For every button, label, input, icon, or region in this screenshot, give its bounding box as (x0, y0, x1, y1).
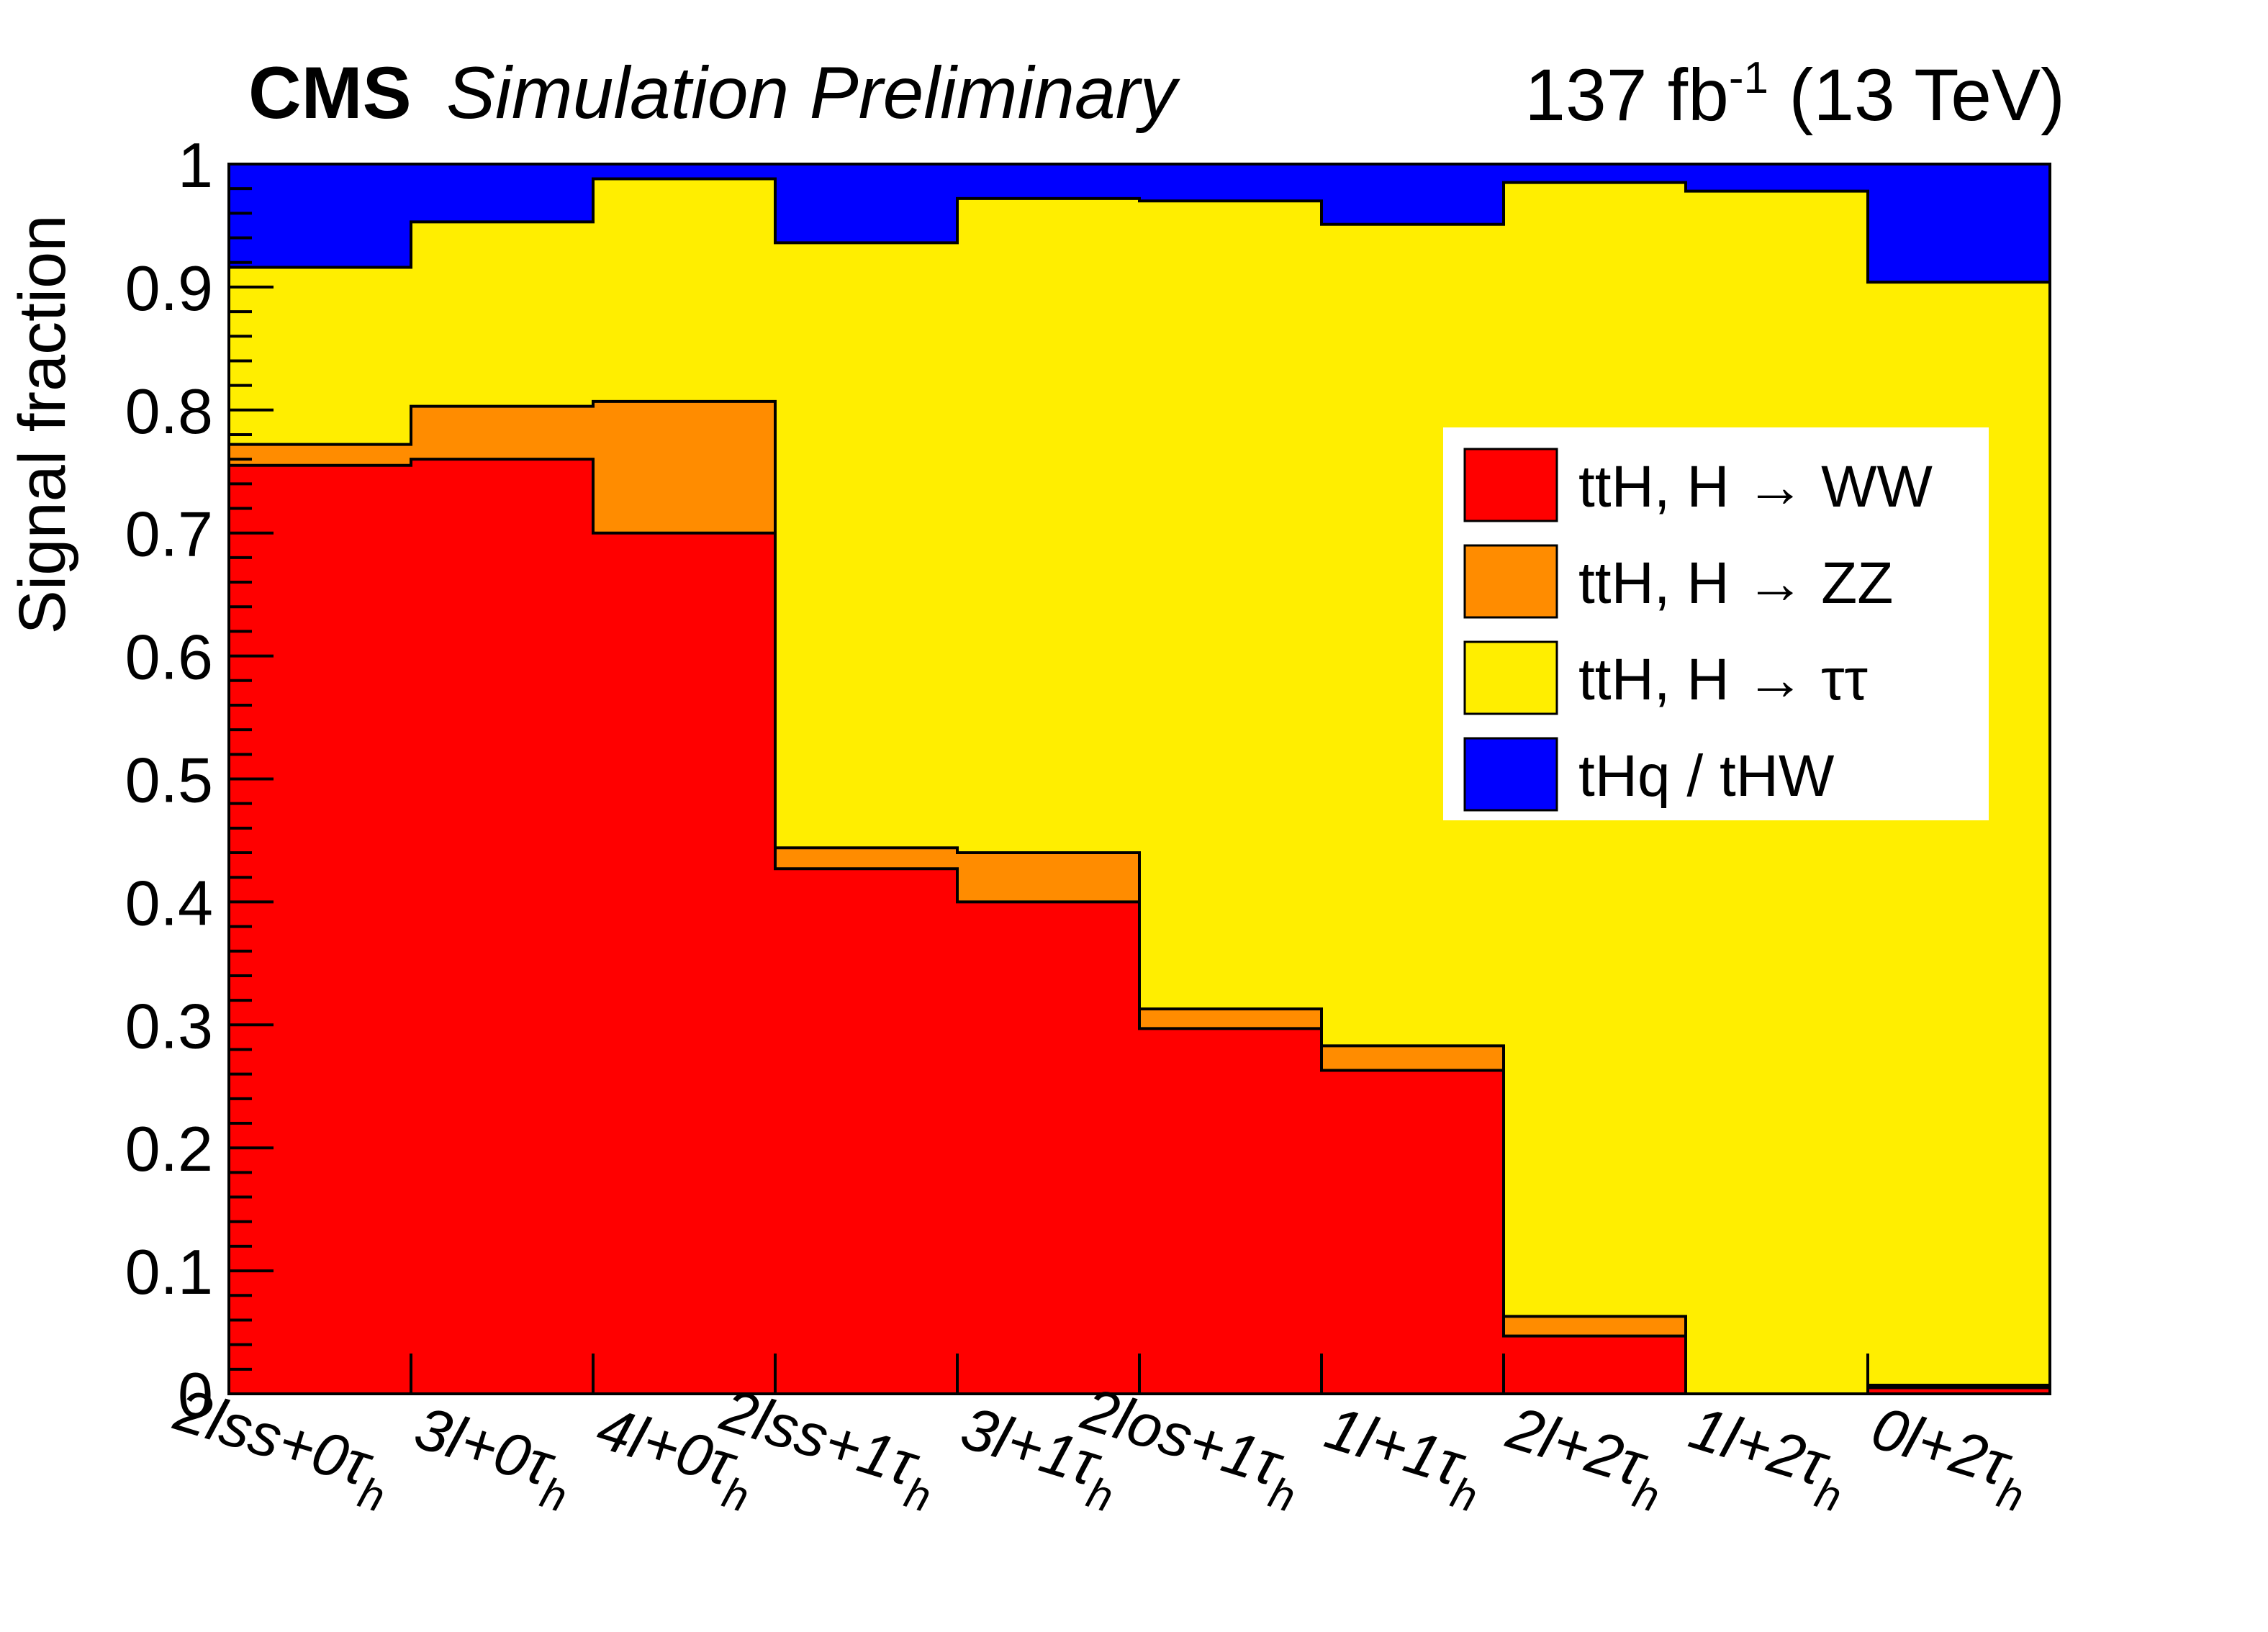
legend-swatch-2 (1463, 544, 1558, 619)
bar-segment-4-3 (593, 164, 776, 179)
legend: ttH, H → WW ttH, H → ZZ ttH, H → ττ tHq / t… (1443, 427, 1989, 820)
bar-segment-4-10 (1868, 164, 2051, 283)
bar-segment-2-2 (411, 406, 594, 460)
legend-label-1: ttH, H → WW (1578, 454, 1933, 520)
y-tick-label: 0.9 (125, 253, 213, 324)
bar-segment-4-9 (1686, 164, 1869, 191)
bar-segment-2-1 (229, 444, 412, 466)
bar-segment-4-5 (957, 164, 1140, 199)
legend-label-2: ttH, H → ZZ (1578, 550, 1893, 616)
bar-segment-2-4 (775, 848, 958, 869)
luminosity-label: 137 fb-1 (13 TeV) (1524, 56, 2065, 132)
bar-segment-4-7 (1322, 164, 1504, 225)
axes (227, 163, 2051, 1395)
x-tick-label: 0l+2τh (1859, 1393, 2039, 1521)
bar-segment-3-4 (775, 242, 958, 848)
y-tick-label: 0.1 (125, 1236, 213, 1307)
x-tick-label: 2lss+0τh (162, 1375, 401, 1521)
bar-segment-3-1 (229, 267, 412, 445)
status-label: Simulation Preliminary (446, 52, 1177, 134)
bar-segment-1-5 (957, 902, 1140, 1394)
x-tick-label: 1l+2τh (1677, 1393, 1857, 1521)
bar-segment-3-6 (1139, 201, 1322, 1010)
bar-segment-3-3 (593, 178, 776, 402)
lumi-exponent: -1 (1728, 53, 1769, 103)
x-tick-label: 3l+0τh (402, 1393, 582, 1521)
bar-segment-2-3 (593, 401, 776, 533)
bar-segment-2-6 (1139, 1009, 1322, 1029)
legend-swatch-3 (1463, 640, 1558, 715)
bar-segment-1-1 (229, 465, 412, 1394)
bar-segment-4-1 (229, 164, 412, 268)
bar-segment-2-7 (1322, 1046, 1504, 1071)
bar-segment-4-8 (1504, 164, 1686, 183)
bar-segment-4-6 (1139, 164, 1322, 201)
y-tick-labels: 0 0.1 0.2 0.3 0.4 0.5 0.6 0.7 0.8 0.9 1 (125, 130, 213, 1431)
y-tick-label: 0.7 (125, 499, 213, 570)
legend-label-4: tHq / tHW (1578, 743, 1835, 809)
energy-label: (13 TeV) (1768, 54, 2065, 136)
legend-swatch-4 (1463, 737, 1558, 812)
y-tick-label: 0.2 (125, 1113, 213, 1184)
lumi-value: 137 fb (1524, 54, 1729, 136)
bar-segment-4-4 (775, 164, 958, 243)
y-tick-label: 0.5 (125, 745, 213, 816)
bar-segment-3-5 (957, 198, 1140, 853)
x-tick-label: 1l+1τh (1313, 1393, 1493, 1521)
bar-segment-3-2 (411, 222, 594, 407)
y-tick-label: 0.6 (125, 622, 213, 693)
bar-segment-4-2 (411, 164, 594, 222)
bar-segment-1-7 (1322, 1070, 1504, 1394)
y-tick-label: 0.4 (125, 867, 213, 938)
bar-segment-2-5 (957, 853, 1140, 902)
bar-segment-1-4 (775, 869, 958, 1394)
y-tick-label: 0.8 (125, 376, 213, 447)
y-tick-label: 0 (178, 1359, 213, 1431)
legend-swatch-1 (1463, 448, 1558, 522)
y-tick-label: 1 (178, 130, 213, 201)
bar-segment-1-6 (1139, 1028, 1322, 1394)
bar-segment-1-8 (1504, 1336, 1686, 1394)
bar-segment-1-10 (1868, 1387, 2051, 1394)
x-tick-label: 2l+2τh (1494, 1393, 1675, 1521)
legend-label-3: ttH, H → ττ (1578, 647, 1868, 712)
bar-segment-2-8 (1504, 1316, 1686, 1336)
bar-segment-1-2 (411, 459, 594, 1395)
y-axis-label: Signal fraction (6, 215, 79, 635)
y-tick-label: 0.3 (125, 990, 213, 1061)
experiment-label: CMS (248, 52, 412, 134)
bar-segment-1-3 (593, 532, 776, 1395)
